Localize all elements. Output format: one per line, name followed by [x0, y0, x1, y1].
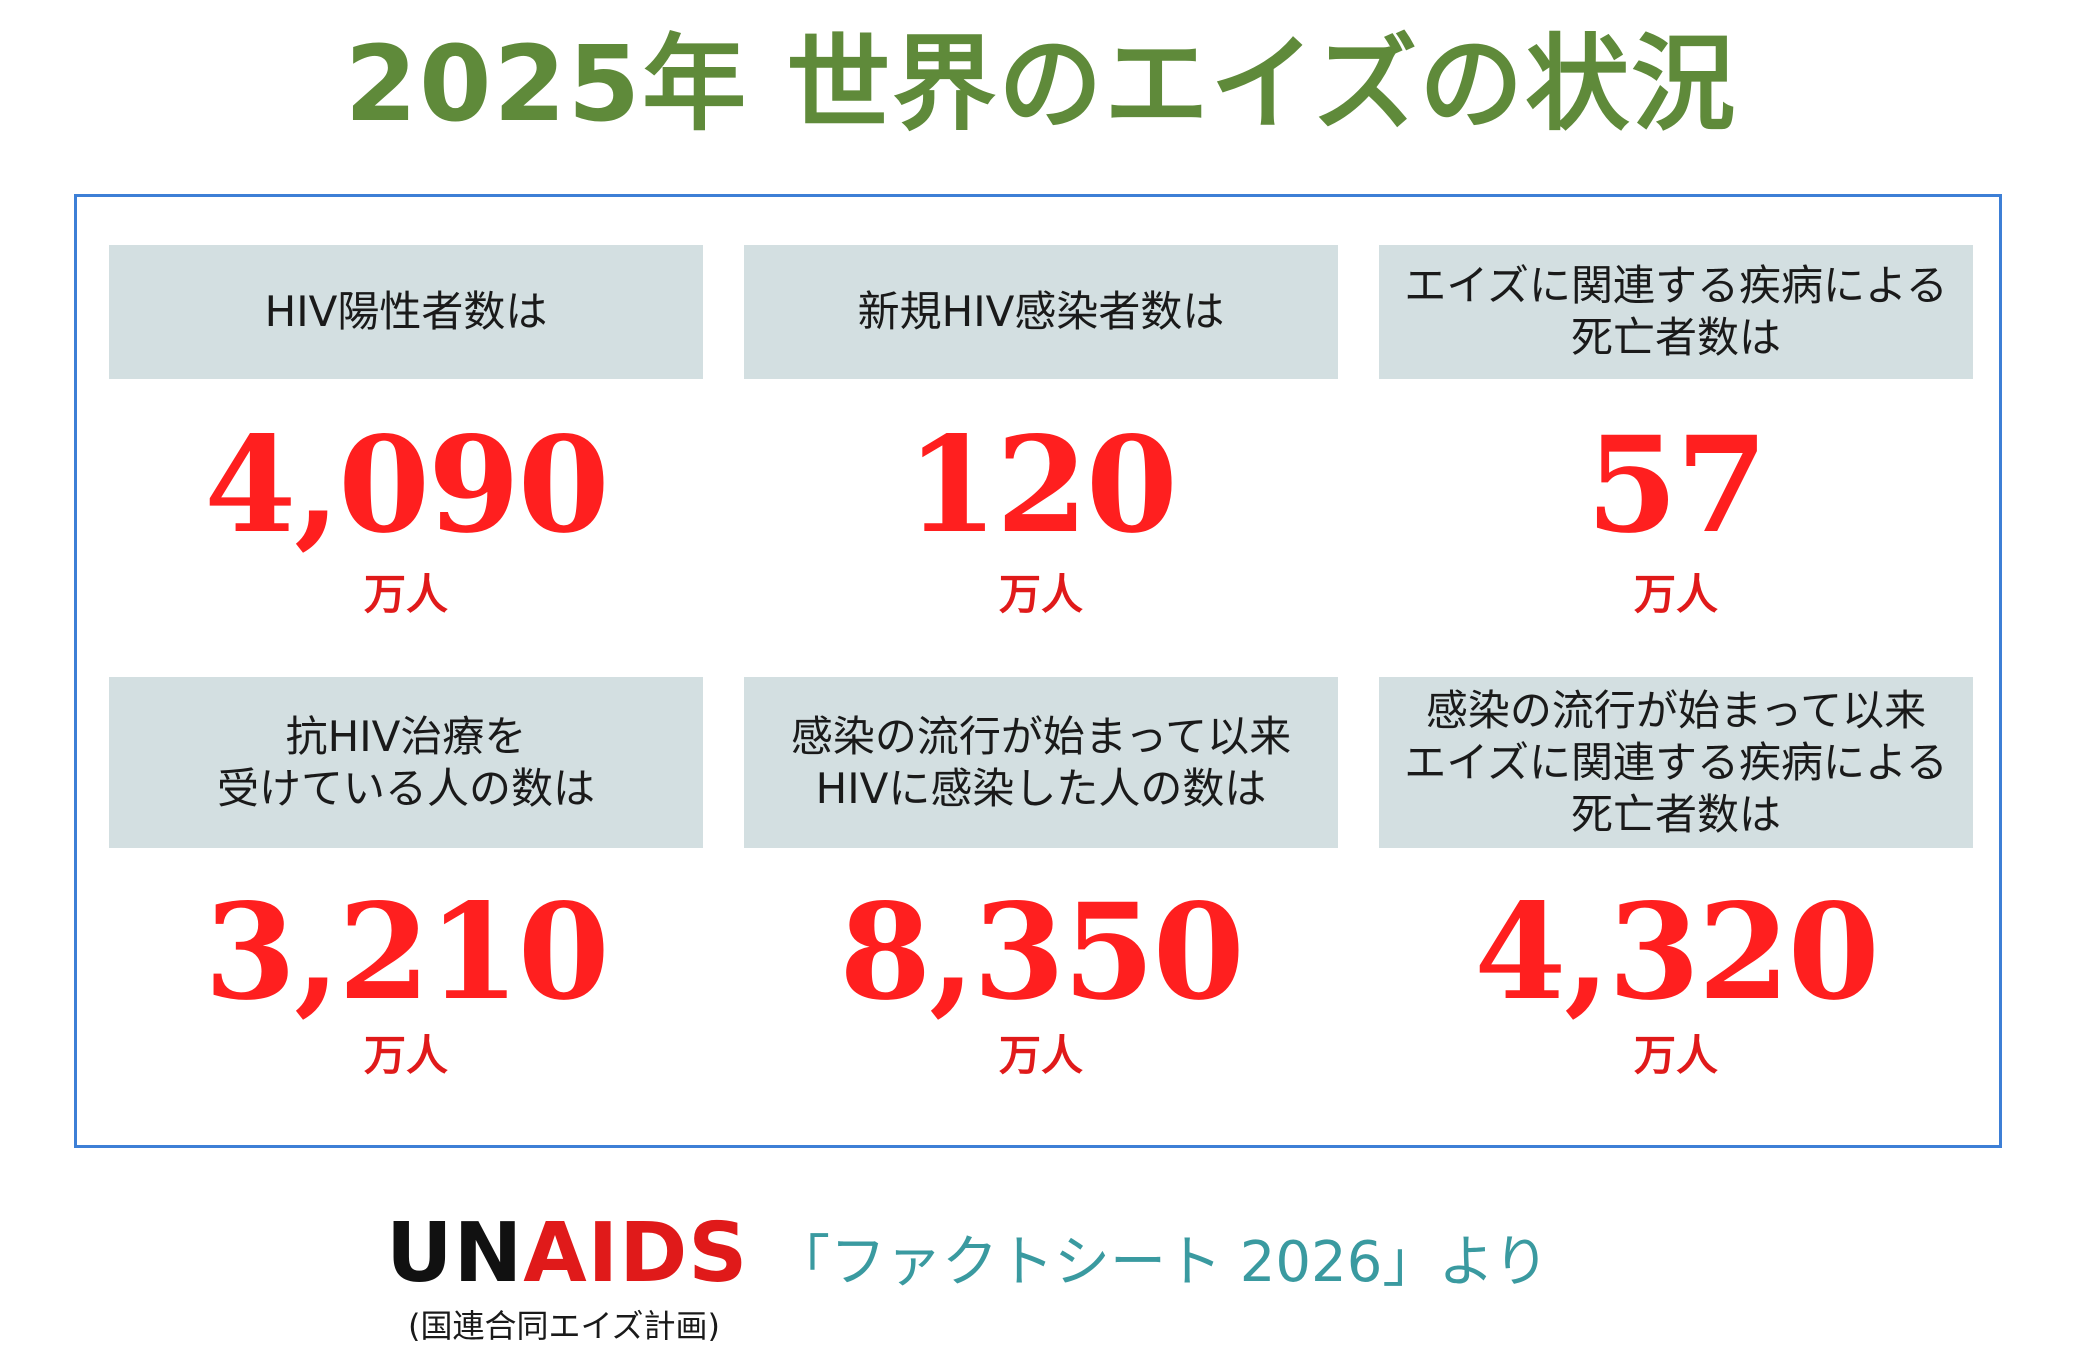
stat-value: 57 — [1586, 408, 1768, 563]
source-reference: 「ファクトシート 2026」より — [774, 1230, 1550, 1295]
stat-label: 新規HIV感染者数は — [744, 245, 1338, 379]
stat-unit: 万人 — [363, 570, 448, 619]
stat-label: HIV陽性者数は — [109, 245, 703, 379]
logo-text-aids: AIDS — [523, 1206, 749, 1301]
stat-value: 8,350 — [839, 875, 1244, 1030]
unaids-subtitle: (国連合同エイズ計画) — [407, 1307, 720, 1345]
stat-value: 120 — [906, 408, 1178, 563]
stat-label: 抗HIV治療を 受けている人の数は — [109, 677, 703, 848]
stat-unit: 万人 — [1633, 570, 1718, 619]
stat-card-on-treatment: 抗HIV治療を 受けている人の数は 3,210 万人 — [109, 677, 703, 1080]
stat-unit: 万人 — [998, 1031, 1083, 1080]
stat-label: 感染の流行が始まって以来 エイズに関連する疾病による 死亡者数は — [1379, 677, 1973, 848]
stat-unit: 万人 — [998, 570, 1083, 619]
stats-frame: HIV陽性者数は 4,090 万人 新規HIV感染者数は 120 万人 エイズに… — [74, 194, 2002, 1148]
stat-label: 感染の流行が始まって以来 HIVに感染した人の数は — [744, 677, 1338, 848]
stat-value: 3,210 — [204, 875, 609, 1030]
stat-card-cumulative-deaths: 感染の流行が始まって以来 エイズに関連する疾病による 死亡者数は 4,320 万… — [1379, 677, 1973, 1080]
page-title: 2025年 世界のエイズの状況 — [344, 23, 1738, 145]
stat-unit: 万人 — [1633, 1031, 1718, 1080]
stat-card-new-infections: 新規HIV感染者数は 120 万人 — [744, 245, 1338, 619]
logo-text-un: UN — [386, 1206, 524, 1301]
unaids-logo: UNAIDS — [386, 1206, 747, 1301]
stat-label: エイズに関連する疾病による 死亡者数は — [1379, 245, 1973, 379]
stat-card-cumulative-infections: 感染の流行が始まって以来 HIVに感染した人の数は 8,350 万人 — [744, 677, 1338, 1080]
stat-card-aids-deaths: エイズに関連する疾病による 死亡者数は 57 万人 — [1379, 245, 1973, 619]
stat-unit: 万人 — [363, 1031, 448, 1080]
stat-value: 4,320 — [1474, 875, 1879, 1030]
stat-card-hiv-positive: HIV陽性者数は 4,090 万人 — [109, 245, 703, 619]
stat-value: 4,090 — [204, 408, 609, 563]
